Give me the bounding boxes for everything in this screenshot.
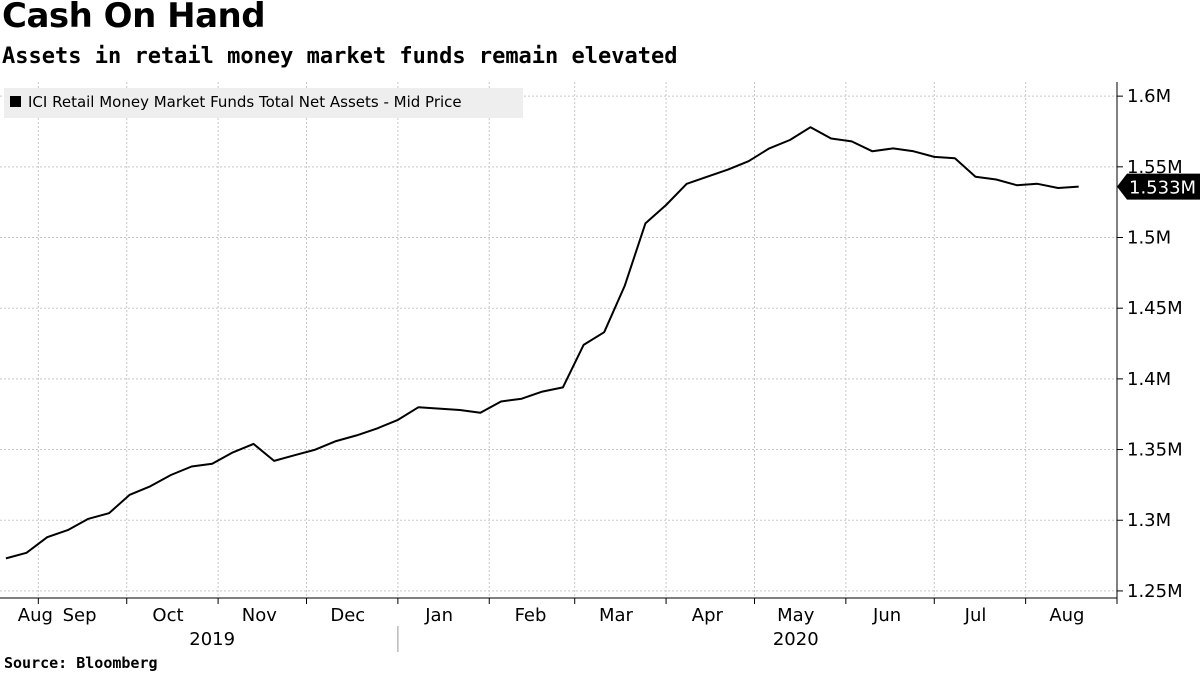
x-tick-label: Dec	[330, 605, 365, 626]
x-year-label: 2020	[773, 629, 819, 650]
x-year-label: 2019	[189, 629, 235, 650]
legend-label: ICI Retail Money Market Funds Total Net …	[28, 93, 462, 111]
legend-box	[4, 88, 523, 118]
y-tick-label: 1.4M	[1127, 369, 1171, 390]
y-tick-label: 1.45M	[1127, 298, 1183, 319]
x-tick-label: Sep	[63, 605, 97, 626]
x-tick-label: Feb	[515, 605, 547, 626]
y-tick-label: 1.35M	[1127, 440, 1183, 461]
chart-title: Cash On Hand	[2, 0, 266, 36]
chart-subtitle: Assets in retail money market funds rema…	[2, 44, 678, 69]
x-tick-label: Jun	[872, 605, 901, 626]
x-tick-label: Jul	[964, 605, 987, 626]
y-tick-label: 1.55M	[1127, 157, 1183, 178]
y-tick-label: 1.6M	[1127, 86, 1171, 107]
x-tick-label: May	[777, 605, 815, 626]
x-tick-label: Oct	[152, 605, 183, 626]
last-value-label: 1.533M	[1129, 178, 1196, 199]
legend-swatch	[10, 96, 21, 107]
y-tick-label: 1.25M	[1127, 581, 1183, 602]
x-tick-label: Mar	[599, 605, 634, 626]
last-value-badge	[1117, 173, 1200, 200]
x-tick-label: Aug	[18, 605, 53, 626]
source-note: Source: Bloomberg	[4, 654, 158, 672]
x-tick-label: Apr	[692, 605, 724, 626]
x-tick-label: Jan	[424, 605, 453, 626]
y-tick-label: 1.3M	[1127, 510, 1171, 531]
x-tick-label: Nov	[242, 605, 277, 626]
x-tick-label: Aug	[1049, 605, 1084, 626]
series-line	[5, 126, 1079, 560]
y-tick-label: 1.5M	[1127, 228, 1171, 249]
